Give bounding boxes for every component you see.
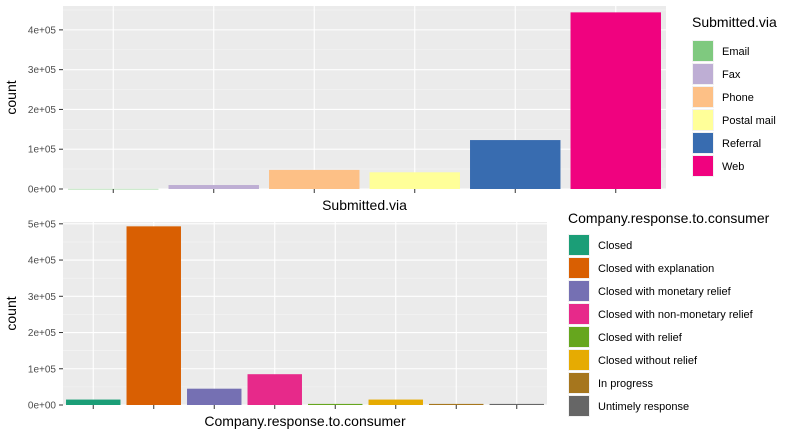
legend-swatch-closed-with-monetary-relief [569,281,589,301]
bar-postal-mail [369,172,460,189]
legend-label-email: Email [722,46,750,58]
legend-swatch-untimely-response [569,396,589,416]
bar-web [570,12,661,189]
bar-untimely-response [489,403,544,405]
y-tick-label: 2e+05 [28,328,57,339]
bar-closed-with-relief [308,403,363,405]
y-tick-label: 0e+00 [28,401,57,412]
legend-swatch-closed-with-non-monetary-relief [569,304,589,324]
legend-swatch-closed-with-relief [569,327,589,347]
bar-fax [168,185,259,189]
legend-swatch-web [693,156,713,176]
bar-closed-without-relief [368,399,423,405]
legend-label-fax: Fax [722,69,741,81]
legend-label-closed-with-monetary-relief: Closed with monetary relief [598,286,732,298]
bar-phone [269,169,360,189]
legend-swatch-email [693,41,713,61]
bar-closed [66,399,121,405]
y-tick-label: 3e+05 [28,292,57,303]
legend-label-closed-with-non-monetary-relief: Closed with non-monetary relief [598,309,754,321]
legend-label-postal-mail: Postal mail [722,115,776,127]
bar-closed-with-explanation [126,226,181,405]
company-response-chart: 0e+00 1e+05 2e+05 3e+05 4e+05 5e+05 Company.re… [3,210,770,429]
bar-closed-with-non-monetary-relief [247,374,302,405]
legend-label-closed: Closed [598,240,632,252]
y-tick-label: 3e+05 [28,65,57,76]
legend-label-referral: Referral [722,138,761,150]
y-tick-label: 1e+05 [28,364,57,375]
legend-title: Submitted.via [692,14,777,30]
y-axis-title: count [3,296,19,330]
x-axis-title: Company.response.to.consumer [204,413,406,429]
legend-swatch-referral [693,133,713,153]
submitted-via-chart: 0e+00 1e+05 2e+05 3e+05 4e+05 Submitted.via co… [3,6,777,213]
legend-swatch-phone [693,87,713,107]
legend-label-in-progress: In progress [598,378,654,390]
y-tick-label: 2e+05 [28,105,57,116]
legend-label-closed-with-explanation: Closed with explanation [598,263,714,275]
legend-title: Company.response.to.consumer [568,210,770,226]
legend-label-untimely-response: Untimely response [598,401,689,413]
panel-background [63,6,666,189]
x-axis-title: Submitted.via [322,197,407,213]
y-tick-label: 1e+05 [28,145,57,156]
legend-label-web: Web [722,161,744,173]
legend-swatch-closed-with-explanation [569,258,589,278]
legend-swatch-fax [693,64,713,84]
legend-swatch-closed [569,235,589,255]
legend-label-closed-with-relief: Closed with relief [598,332,683,344]
legend-swatch-closed-without-relief [569,350,589,370]
y-tick-label: 4e+05 [28,25,57,36]
y-tick-label: 4e+05 [28,256,57,267]
bar-in-progress [429,403,484,405]
legend-swatch-in-progress [569,373,589,393]
bar-closed-with-monetary-relief [187,388,242,405]
y-tick-label: 5e+05 [28,219,57,230]
legend-label-closed-without-relief: Closed without relief [598,355,698,367]
bar-referral [470,140,561,189]
y-tick-label: 0e+00 [28,185,57,196]
y-axis-title: count [3,80,19,114]
legend-label-phone: Phone [722,92,754,104]
legend-swatch-postal-mail [693,110,713,130]
